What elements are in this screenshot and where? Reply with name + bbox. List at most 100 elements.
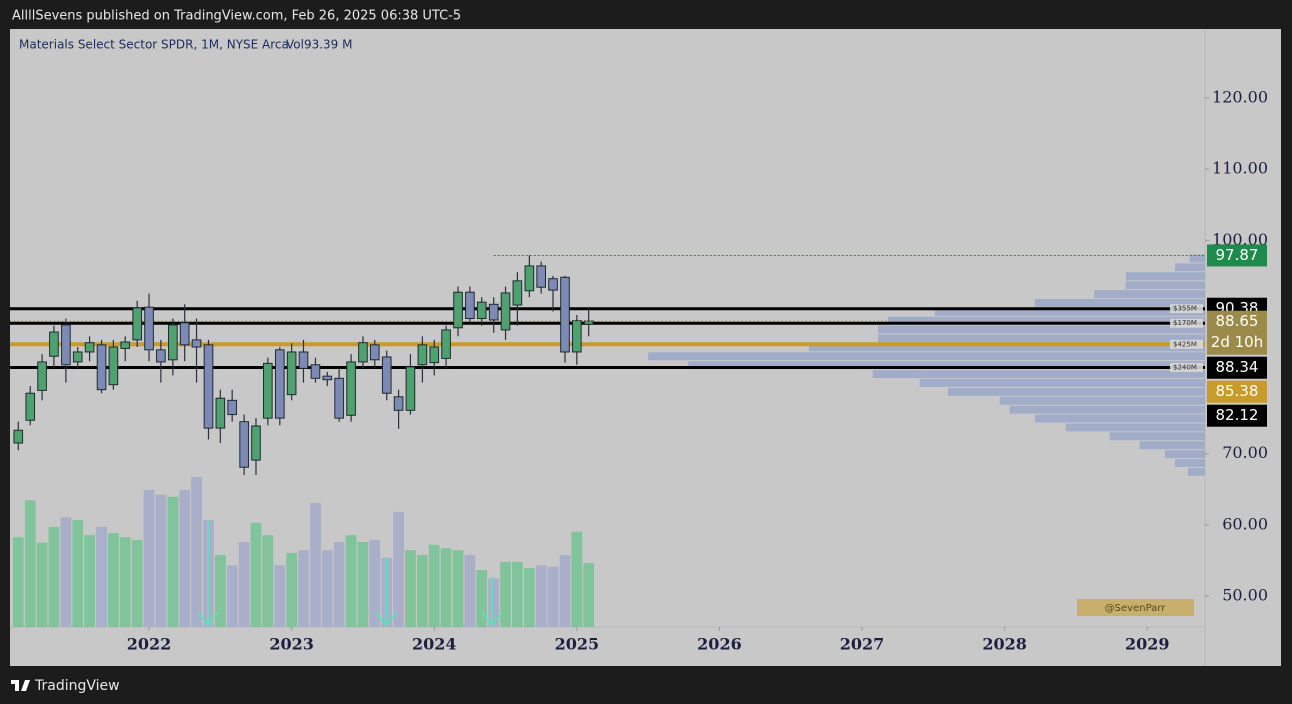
candle-body [322,375,333,381]
volume-bar [72,520,84,627]
volume-profile-bar [1035,298,1205,307]
volume-bar [321,550,333,627]
volume-profile-bar [948,387,1205,396]
candle-body [286,351,297,396]
y-tick-label: 120.00 [1212,88,1268,107]
volume-profile-bar [1109,432,1205,441]
current-price-box [1207,310,1267,355]
x-tick-label: 2028 [982,635,1027,654]
volume-bar [214,555,226,627]
x-tick-label: 2022 [127,635,172,654]
x-tick-label: 2029 [1125,635,1170,654]
candle-body [263,362,273,419]
volume-bar [369,539,381,627]
down-arrow [197,520,219,627]
profile-label: $170M [1173,319,1197,327]
volume-profile-bar [1125,281,1205,290]
profile-label-box [1170,362,1203,372]
candle-body [191,339,202,348]
x-tick-label: 2027 [840,635,885,654]
y-tick-label: 60.00 [1222,514,1268,533]
candle-body [500,292,511,331]
volume-profile-bar [935,307,1205,316]
candle-body [168,324,178,361]
volume-bar [250,522,262,627]
profile-label: $425M [1173,340,1197,348]
price-label-box [1207,380,1267,403]
volume-bar [96,526,107,627]
volume-profile-bar [1189,254,1205,263]
candle-body [417,344,428,366]
volume-profile-bar [878,334,1205,343]
arrows [197,520,503,627]
x-tick-label: 2025 [555,635,600,654]
volume-bar [274,565,286,627]
volume-bar [523,568,535,627]
volume-bar [500,561,511,627]
profile-label-box [1170,318,1203,328]
volume-profile-bar [999,396,1205,405]
volume-bar [48,526,60,627]
volume-bar [310,502,321,627]
candle-body [227,399,237,416]
candle-body [465,291,475,320]
candle-body [381,356,392,394]
volume-bar [357,542,369,627]
volume-bar [131,539,143,627]
volume-bar [191,476,202,627]
volume-bar [476,570,488,627]
candle-body [13,429,24,444]
volume-profile-bar [1125,272,1205,281]
candle-body [215,397,226,429]
candle-body [61,324,71,366]
volume-bar [511,561,523,627]
candle-body [108,346,119,386]
candle-body [405,366,416,411]
candle-body [369,344,380,361]
price-label-box [1207,356,1267,379]
candle-body [346,361,356,416]
volume-profile-bar [1188,467,1205,476]
volume-bar [345,535,357,627]
candle-body [548,278,558,291]
candle-body [334,377,344,419]
candle-body [239,421,249,468]
candle-body [453,291,463,329]
volume-bar [405,550,416,627]
volume-bar [535,565,547,627]
volume-bar [547,566,559,627]
candle-body [488,303,499,321]
volume-bar [143,489,155,627]
x-tick-label: 2026 [697,635,742,654]
volume-profile-bar [1139,441,1205,450]
countdown-label: 2d 10h [1211,333,1263,351]
candle-body [560,276,570,353]
volume-bar [464,555,476,627]
candle-body [37,361,47,391]
volume-bar [179,489,191,627]
candle-body [429,346,440,364]
overlay: 120.00 110.00 100.00 70.00 60.00 50.00 2022 202… [127,88,1268,654]
watermark-box [1077,599,1194,616]
volume-bar [583,562,595,627]
candle-body [84,342,95,353]
candle-body [536,265,547,288]
volume-bar [84,535,95,627]
x-tick-label: 2023 [269,635,314,654]
volume-profile-bar [1094,290,1205,298]
volume-profile-bar [808,343,1205,352]
down-arrow [481,577,503,627]
volume-bar [452,550,464,627]
volume-profile-bar [872,370,1205,379]
candle-body [132,307,143,341]
volume-bar [333,542,345,627]
profile-label-box [1170,339,1203,349]
chart-title: Materials Select Sector SPDR, 1M, NYSE A… [19,38,289,52]
price-label: 88.34 [1216,358,1259,376]
profile-label: $240M [1173,363,1197,371]
candle-body [358,342,368,363]
volume-bar [428,544,440,627]
volume-profile-bar [1175,263,1205,272]
candle-body [49,331,59,357]
